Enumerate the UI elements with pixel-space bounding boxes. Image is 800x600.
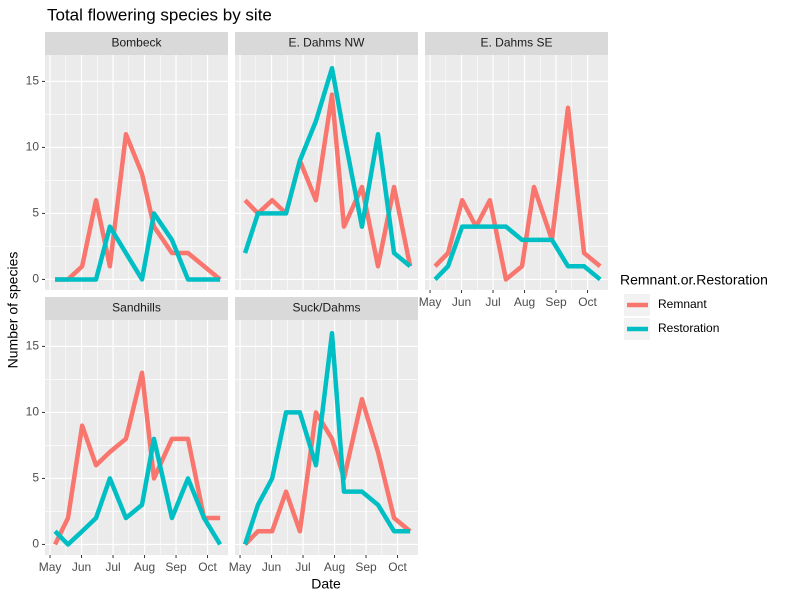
- facet-title: Suck/Dahms: [292, 301, 360, 315]
- legend-title: Remnant.or.Restoration: [620, 272, 768, 288]
- facet-title: E. Dahms NW: [288, 36, 365, 50]
- facet-title: Sandhills: [112, 301, 161, 315]
- x-tick-label: Jul: [105, 560, 120, 574]
- x-tick-label: Aug: [514, 295, 535, 309]
- x-tick-label: Jun: [262, 560, 281, 574]
- series-line: [55, 211, 221, 282]
- y-tick-label: 0: [32, 537, 39, 551]
- series-line: [243, 396, 412, 547]
- y-tick-label: 0: [32, 272, 39, 286]
- x-tick-label: Oct: [578, 295, 597, 309]
- y-tick-label: 15: [26, 74, 40, 88]
- y-axis-label: Number of species: [5, 252, 21, 369]
- facet-title: E. Dahms SE: [480, 36, 552, 50]
- x-tick-label: May: [419, 295, 442, 309]
- x-tick-label: May: [39, 560, 62, 574]
- y-tick-label: 10: [26, 140, 40, 154]
- x-tick-label: Sep: [165, 560, 187, 574]
- y-tick-label: 15: [26, 339, 40, 353]
- x-tick-label: Jul: [295, 560, 310, 574]
- strip-background: [235, 297, 418, 320]
- legend-label: Restoration: [658, 321, 719, 335]
- panel-background: [45, 55, 228, 290]
- y-tick-label: 5: [32, 471, 39, 485]
- x-tick-label: Sep: [355, 560, 377, 574]
- strip-background: [45, 297, 228, 320]
- x-tick-label: Oct: [198, 560, 217, 574]
- panel-background: [45, 320, 228, 555]
- facet-title: Bombeck: [111, 36, 162, 50]
- x-tick-label: May: [229, 560, 252, 574]
- panel-background: [235, 320, 418, 555]
- panel-background: [235, 55, 418, 290]
- series-line: [242, 65, 412, 268]
- chart-title: Total flowering species by site: [47, 5, 272, 24]
- x-tick-label: Aug: [324, 560, 345, 574]
- x-tick-label: Jun: [452, 295, 471, 309]
- y-tick-label: 10: [26, 405, 40, 419]
- x-tick-label: Sep: [545, 295, 567, 309]
- series-line: [55, 131, 222, 282]
- x-tick-label: Aug: [134, 560, 155, 574]
- series-line: [433, 105, 602, 282]
- series-line: [243, 92, 413, 269]
- x-tick-label: Jun: [72, 560, 91, 574]
- y-tick-label: 5: [32, 206, 39, 220]
- x-tick-label: Jul: [485, 295, 500, 309]
- legend-label: Remnant: [658, 297, 707, 311]
- series-line: [53, 370, 221, 546]
- strip-background: [45, 32, 228, 55]
- x-tick-label: Oct: [388, 560, 407, 574]
- series-line: [433, 224, 602, 282]
- strip-background: [425, 32, 608, 55]
- strip-background: [235, 32, 418, 55]
- series-line: [242, 330, 411, 546]
- series-line: [53, 436, 223, 547]
- x-axis-label: Date: [311, 576, 341, 592]
